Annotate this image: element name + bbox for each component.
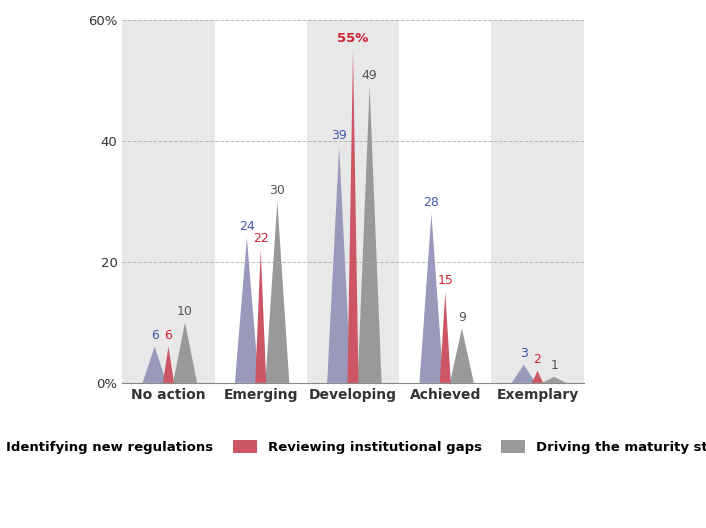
Text: 30: 30 (270, 184, 285, 196)
Polygon shape (358, 87, 382, 383)
Text: 39: 39 (331, 129, 347, 142)
Bar (399, 20, 491, 383)
Text: 6: 6 (164, 329, 172, 342)
Text: 1: 1 (550, 359, 558, 372)
Polygon shape (143, 346, 167, 383)
Text: 24: 24 (239, 220, 255, 233)
Text: 6: 6 (150, 329, 159, 342)
Text: 28: 28 (424, 196, 439, 209)
Text: 3: 3 (520, 347, 527, 360)
Bar (122, 20, 215, 383)
Text: 2: 2 (534, 353, 542, 366)
Polygon shape (255, 250, 266, 383)
Polygon shape (163, 346, 174, 383)
Polygon shape (347, 50, 359, 383)
Text: 22: 22 (253, 232, 268, 245)
Polygon shape (440, 292, 451, 383)
Legend: Identifying new regulations, Reviewing institutional gaps, Driving the maturity : Identifying new regulations, Reviewing i… (0, 440, 706, 454)
Bar (307, 20, 399, 383)
Polygon shape (419, 213, 443, 383)
Text: 15: 15 (437, 275, 453, 287)
Polygon shape (235, 238, 259, 383)
Bar (215, 20, 307, 383)
Polygon shape (532, 371, 543, 383)
Text: 9: 9 (458, 310, 466, 324)
Text: 49: 49 (361, 69, 378, 82)
Bar (491, 20, 584, 383)
Polygon shape (173, 323, 197, 383)
Polygon shape (512, 365, 536, 383)
Polygon shape (265, 202, 289, 383)
Text: 55%: 55% (337, 32, 369, 45)
Polygon shape (542, 377, 566, 383)
Polygon shape (450, 328, 474, 383)
Polygon shape (327, 147, 351, 383)
Text: 10: 10 (177, 305, 193, 317)
